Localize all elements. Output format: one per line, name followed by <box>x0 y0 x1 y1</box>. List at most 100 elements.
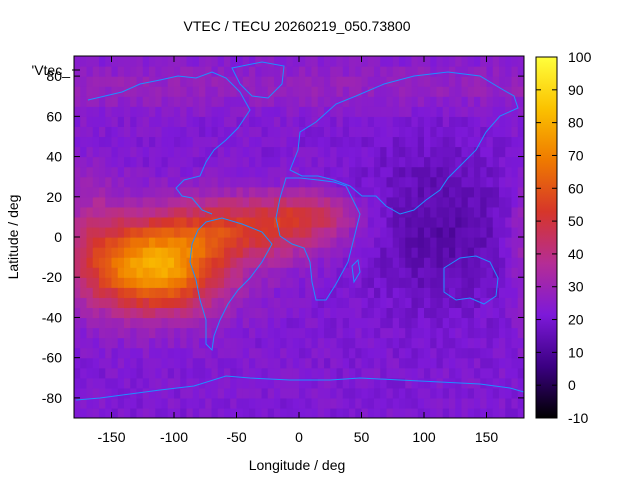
heatmap-cell <box>399 146 406 158</box>
heatmap-cell <box>499 257 506 268</box>
heatmap-cell <box>467 327 475 339</box>
heatmap-cell <box>274 96 281 107</box>
heatmap-cell <box>211 257 219 268</box>
heatmap-cell <box>411 76 419 87</box>
heatmap-cell <box>261 247 269 258</box>
heatmap-cell <box>211 136 219 148</box>
heatmap-cell <box>224 96 231 107</box>
heatmap-cell <box>74 257 81 268</box>
heatmap-cell <box>199 226 206 238</box>
heatmap-cell <box>499 347 506 359</box>
heatmap-cell <box>149 146 156 158</box>
heatmap-cell <box>205 257 213 268</box>
heatmap-cell <box>511 146 519 158</box>
heatmap-cell <box>449 247 456 258</box>
heatmap-cell <box>374 367 381 379</box>
heatmap-cell <box>505 156 513 168</box>
heatmap-cell <box>205 56 213 67</box>
heatmap-cell <box>230 86 238 97</box>
heatmap-cell <box>486 226 494 238</box>
heatmap-cell <box>405 277 413 288</box>
heatmap-cell <box>217 176 225 188</box>
heatmap-cell <box>105 357 113 369</box>
heatmap-cell <box>92 327 100 339</box>
heatmap-cell <box>130 297 138 308</box>
heatmap-cell <box>161 166 169 178</box>
heatmap-cell <box>517 96 524 107</box>
heatmap-cell <box>205 237 213 248</box>
heatmap-cell <box>286 196 294 208</box>
heatmap-cell <box>161 106 169 117</box>
heatmap-cell <box>467 116 475 127</box>
heatmap-cell <box>117 347 125 359</box>
heatmap-cell <box>374 196 381 208</box>
heatmap-cell <box>211 357 219 369</box>
heatmap-cell <box>349 226 356 238</box>
heatmap-cell <box>374 146 381 158</box>
heatmap-cell <box>367 146 375 158</box>
heatmap-cell <box>399 397 406 409</box>
heatmap-cell <box>180 146 188 158</box>
heatmap-cell <box>361 277 369 288</box>
heatmap-cell <box>74 327 81 339</box>
heatmap-cell <box>161 96 169 107</box>
heatmap-cell <box>236 337 244 349</box>
heatmap-cell <box>405 257 413 268</box>
heatmap-cell <box>436 166 444 178</box>
heatmap-cell <box>211 387 219 399</box>
heatmap-cell <box>492 387 500 399</box>
heatmap-cell <box>242 86 250 97</box>
heatmap-cell <box>505 216 513 228</box>
heatmap-cell <box>299 116 306 127</box>
heatmap-cell <box>299 206 306 218</box>
heatmap-cell <box>411 397 419 409</box>
heatmap-cell <box>324 277 331 288</box>
heatmap-cell <box>255 347 263 359</box>
heatmap-cell <box>392 226 400 238</box>
heatmap-cell <box>261 76 269 87</box>
heatmap-cell <box>436 317 444 329</box>
heatmap-cell <box>442 116 450 127</box>
heatmap-cell <box>192 307 200 319</box>
y-tick-label: 20 <box>46 189 62 205</box>
heatmap-cell <box>449 156 456 168</box>
heatmap-cell <box>86 96 94 107</box>
heatmap-cell <box>355 56 363 67</box>
heatmap-cell <box>405 226 413 238</box>
heatmap-cell <box>442 347 450 359</box>
heatmap-cell <box>180 176 188 188</box>
heatmap-cell <box>261 116 269 127</box>
heatmap-cell <box>74 237 81 248</box>
heatmap-cell <box>186 337 194 349</box>
heatmap-cell <box>280 297 288 308</box>
heatmap-cell <box>205 357 213 369</box>
heatmap-cell <box>480 367 488 379</box>
heatmap-cell <box>492 136 500 148</box>
heatmap-cell <box>105 257 113 268</box>
y-tick-label: 80 <box>46 68 62 84</box>
heatmap-cell <box>299 56 306 67</box>
heatmap-cell <box>105 327 113 339</box>
heatmap-cell <box>405 176 413 188</box>
heatmap-cell <box>80 166 88 178</box>
heatmap-cell <box>130 206 138 218</box>
heatmap-cell <box>230 407 238 418</box>
heatmap-cell <box>405 327 413 339</box>
heatmap-cell <box>424 237 431 248</box>
heatmap-cell <box>117 317 125 329</box>
heatmap-cell <box>292 377 300 389</box>
heatmap-cell <box>436 287 444 298</box>
heatmap-cell <box>336 96 344 107</box>
heatmap-cell <box>349 247 356 258</box>
heatmap-cell <box>424 277 431 288</box>
heatmap-cell <box>417 317 425 329</box>
heatmap-cell <box>205 156 213 168</box>
heatmap-cell <box>355 186 363 198</box>
heatmap-cell <box>442 226 450 238</box>
heatmap-cell <box>449 106 456 117</box>
heatmap-cell <box>199 277 206 288</box>
heatmap-cell <box>230 287 238 298</box>
heatmap-cell <box>317 126 325 138</box>
heatmap-cell <box>305 267 313 278</box>
